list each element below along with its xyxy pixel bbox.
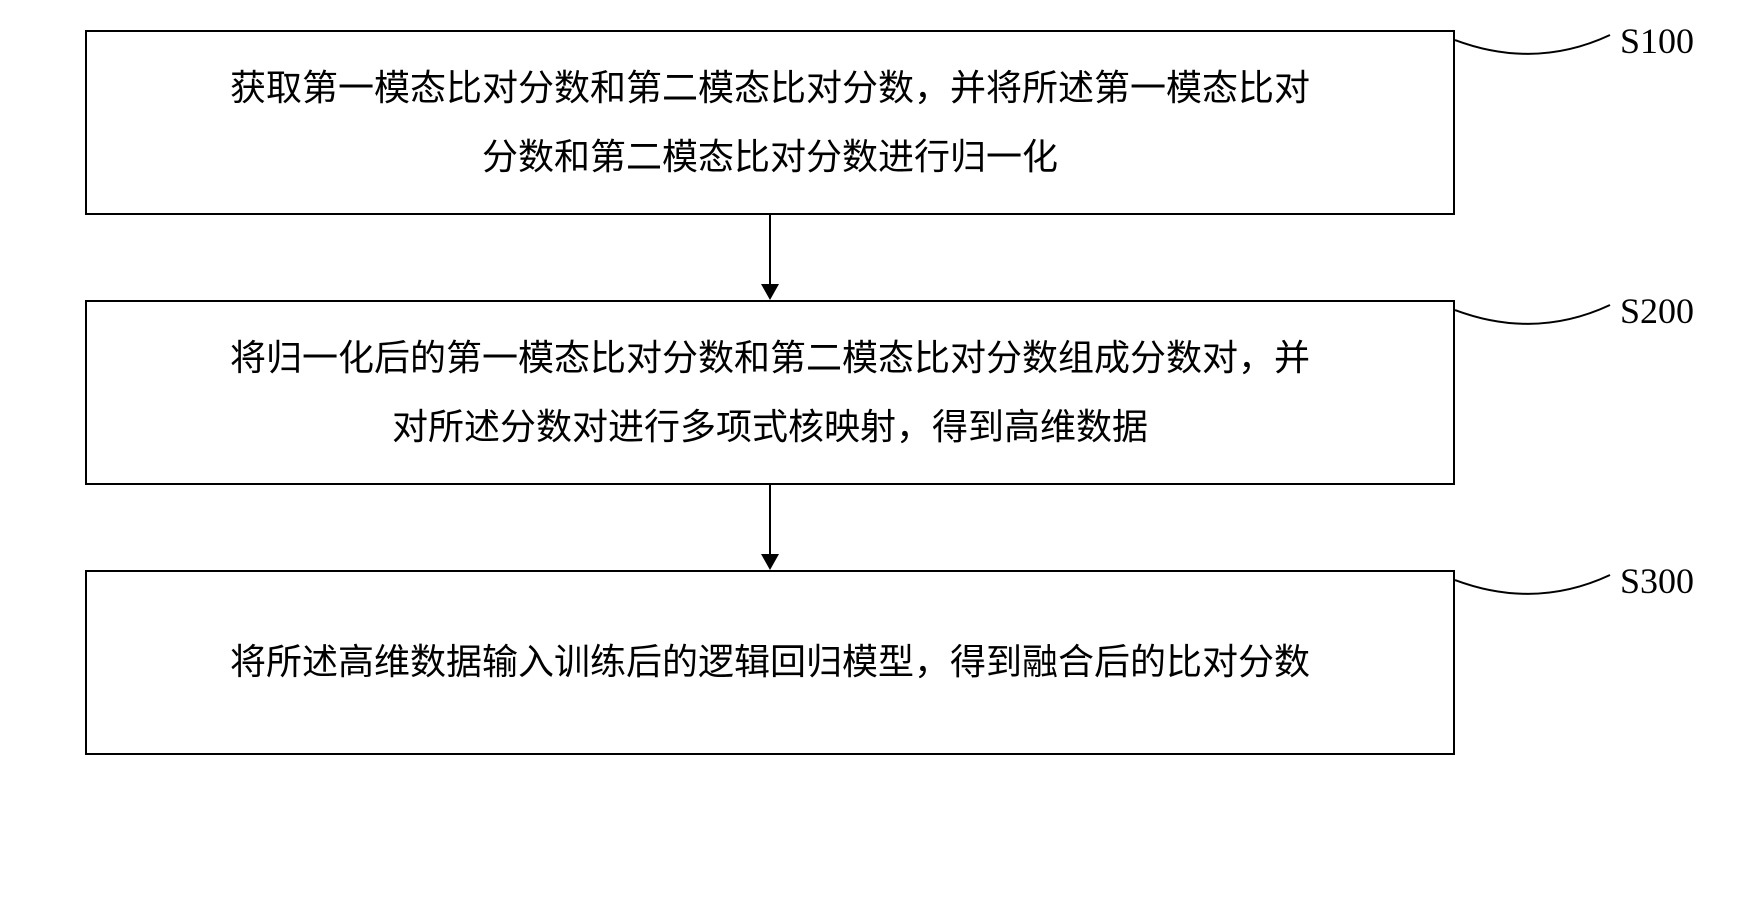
label-connector-s200 xyxy=(1455,290,1620,350)
arrow-head xyxy=(761,284,779,300)
flow-step-s300: 将所述高维数据输入训练后的逻辑回归模型，得到融合后的比对分数 xyxy=(85,570,1455,755)
text-line: 对所述分数对进行多项式核映射，得到高维数据 xyxy=(392,407,1148,447)
text-line: 分数和第二模态比对分数进行归一化 xyxy=(482,137,1058,177)
flow-step-text: 将所述高维数据输入训练后的逻辑回归模型，得到融合后的比对分数 xyxy=(230,628,1310,696)
arrow-s100-s200 xyxy=(769,215,771,285)
step-label-s300: S300 xyxy=(1620,560,1694,602)
flow-step-s200: 将归一化后的第一模态比对分数和第二模态比对分数组成分数对，并 对所述分数对进行多… xyxy=(85,300,1455,485)
text-line: 将归一化后的第一模态比对分数和第二模态比对分数组成分数对，并 xyxy=(230,338,1310,378)
step-label-s100: S100 xyxy=(1620,20,1694,62)
text-line: 获取第一模态比对分数和第二模态比对分数，并将所述第一模态比对 xyxy=(230,68,1310,108)
text-line: 将所述高维数据输入训练后的逻辑回归模型，得到融合后的比对分数 xyxy=(230,642,1310,682)
step-label-s200: S200 xyxy=(1620,290,1694,332)
flow-step-text: 将归一化后的第一模态比对分数和第二模态比对分数组成分数对，并 对所述分数对进行多… xyxy=(230,324,1310,461)
flow-step-s100: 获取第一模态比对分数和第二模态比对分数，并将所述第一模态比对 分数和第二模态比对… xyxy=(85,30,1455,215)
arrow-s200-s300 xyxy=(769,485,771,555)
flow-step-text: 获取第一模态比对分数和第二模态比对分数，并将所述第一模态比对 分数和第二模态比对… xyxy=(230,54,1310,191)
arrow-head xyxy=(761,554,779,570)
label-connector-s100 xyxy=(1455,20,1620,80)
label-connector-s300 xyxy=(1455,560,1620,620)
